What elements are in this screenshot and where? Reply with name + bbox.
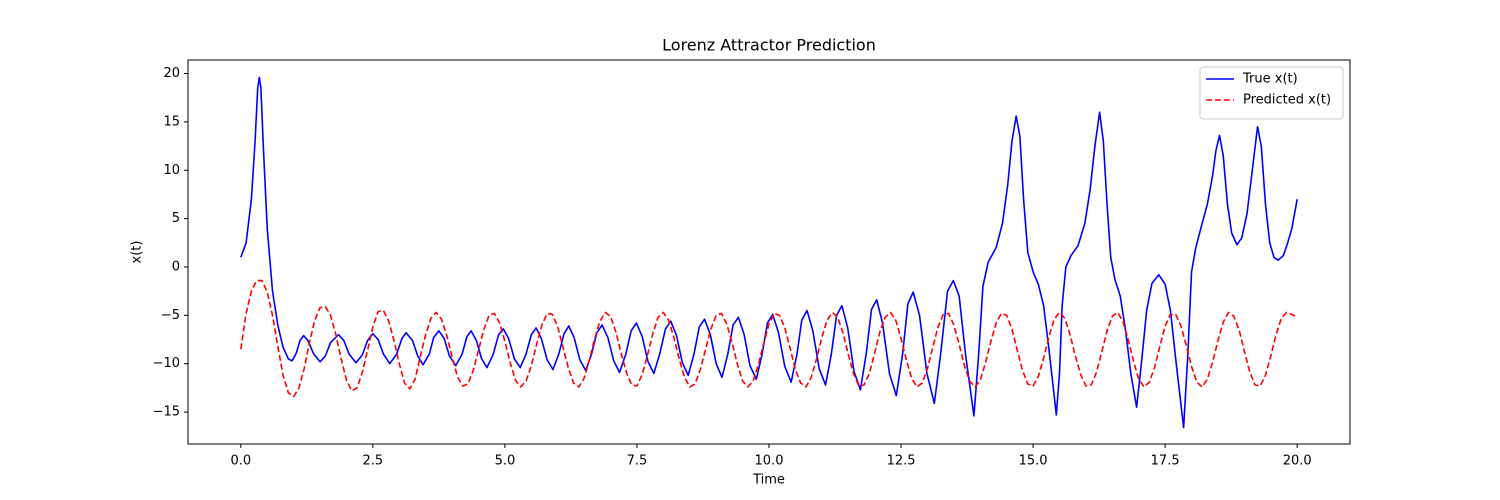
x-tick-label: 5.0 [495,454,516,469]
legend-box [1199,66,1344,120]
y-axis-label: x(t) [130,241,145,264]
series-line [240,76,1298,429]
x-tick-label: 7.5 [627,454,648,469]
x-tick-label: 15.0 [1019,454,1048,469]
y-tick-label: 10 [163,163,180,178]
y-tick-label: −10 [153,356,180,371]
legend-label: Predicted x(t) [1243,93,1331,108]
y-tick-label: 20 [163,66,180,81]
x-tick-label: 12.5 [887,454,916,469]
x-tick-label: 2.5 [363,454,384,469]
y-tick-label: −5 [161,308,180,323]
plot-frame [187,59,1351,445]
chart-title: Lorenz Attractor Prediction [662,36,876,55]
x-tick-label: 10.0 [755,454,784,469]
y-tick-label: 5 [172,211,180,226]
y-tick-label: 15 [163,114,180,129]
x-axis-label: Time [752,473,785,488]
x-tick-label: 20.0 [1283,454,1312,469]
legend-label: True x(t) [1242,72,1298,87]
series-line [240,279,1298,398]
x-tick-label: 17.5 [1151,454,1180,469]
y-tick-label: 0 [172,259,180,274]
x-tick-label: 0.0 [230,454,251,469]
y-tick-label: −15 [153,405,180,420]
